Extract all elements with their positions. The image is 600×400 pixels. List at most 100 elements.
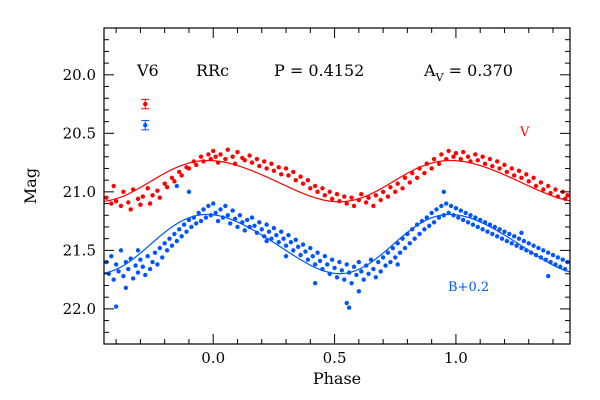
b-data-point — [312, 262, 318, 267]
b-data-point — [155, 262, 160, 267]
b-data-point — [373, 275, 379, 280]
v-data-point — [429, 166, 434, 171]
b-data-point — [118, 248, 124, 253]
b-data-point — [385, 250, 391, 255]
v-data-point — [475, 158, 480, 163]
v-data-point — [502, 162, 507, 168]
y-axis-title: Mag — [21, 168, 40, 204]
v-data-point — [147, 201, 153, 206]
b-data-point — [249, 215, 255, 220]
b-data-point — [545, 250, 551, 255]
b-data-point — [164, 248, 170, 253]
b-data-point — [288, 239, 294, 245]
v-data-point — [524, 172, 529, 177]
b-data-point — [356, 289, 362, 294]
v-data-point — [436, 161, 442, 166]
v-data-point — [329, 196, 335, 202]
v-data-point — [439, 152, 444, 157]
v-data-point — [482, 161, 488, 166]
b-data-point — [366, 271, 371, 276]
b-data-point — [388, 259, 393, 265]
b-data-point — [121, 273, 126, 279]
b-data-point — [376, 259, 381, 265]
b-data-point — [359, 269, 364, 274]
b-data-point — [162, 241, 167, 246]
v-data-point — [541, 187, 546, 192]
v-data-point — [242, 158, 247, 163]
b-data-point — [264, 238, 269, 244]
v-data-point — [516, 168, 522, 173]
b-data-point — [465, 220, 471, 225]
b-data-point — [349, 280, 354, 286]
b-data-point — [473, 215, 478, 220]
x-axis-title: Phase — [313, 369, 361, 388]
v-data-point — [293, 177, 298, 183]
b-data-point — [242, 228, 247, 233]
b-data-point — [497, 227, 502, 232]
b-data-point — [109, 254, 114, 259]
b-data-point — [196, 210, 201, 216]
v-data-point — [320, 186, 325, 191]
ticks-layer — [104, 28, 570, 344]
b-data-point — [439, 203, 444, 209]
b-data-point — [383, 263, 388, 268]
b-data-point — [252, 223, 257, 228]
v-data-point — [169, 175, 175, 181]
b-data-point — [286, 232, 291, 238]
amplitude-value: = 0.370 — [444, 61, 513, 80]
b-data-point — [271, 225, 277, 231]
v-data-point — [145, 186, 150, 191]
v-data-point — [150, 193, 155, 198]
v-data-point — [235, 149, 240, 155]
v-data-point — [315, 189, 320, 195]
b-data-point — [344, 262, 349, 267]
v-data-point — [451, 154, 456, 159]
b-data-point — [325, 262, 330, 267]
star-type-label: RRc — [196, 61, 229, 80]
b-error-bar-point — [143, 122, 148, 128]
b-data-point — [395, 262, 400, 267]
b-data-point — [259, 227, 264, 232]
b-data-point — [218, 207, 223, 212]
b-data-point — [211, 201, 216, 206]
b-data-point — [235, 224, 240, 230]
b-data-point — [334, 275, 340, 280]
b-data-point — [230, 208, 235, 213]
v-data-point — [344, 201, 349, 206]
v-band-label: V — [519, 125, 530, 140]
v-data-point — [385, 194, 391, 199]
v-data-point — [257, 163, 262, 169]
y-tick-label: 21.0 — [63, 183, 96, 201]
b-data-point — [461, 217, 466, 223]
b-data-point — [354, 272, 359, 278]
v-data-point — [431, 156, 437, 162]
v-data-point — [494, 159, 500, 164]
b-data-point — [174, 183, 180, 189]
v-data-point — [414, 175, 420, 181]
v-data-point — [218, 152, 223, 157]
b-data-point — [179, 234, 184, 239]
b-data-point — [266, 229, 272, 234]
v-data-point — [395, 181, 400, 186]
b-data-point — [448, 203, 454, 209]
v-data-point — [198, 154, 204, 159]
v-data-point — [446, 148, 451, 154]
v-data-point — [334, 191, 340, 197]
b-data-point — [436, 215, 442, 220]
b-data-point — [402, 245, 408, 251]
v-data-point — [349, 195, 354, 200]
v-data-point — [283, 166, 289, 171]
b-data-point — [494, 234, 500, 239]
v-data-point — [186, 166, 192, 171]
b-data-point — [427, 223, 432, 228]
b-data-point — [380, 255, 386, 260]
v-data-point — [504, 169, 510, 175]
b-data-point — [213, 210, 218, 216]
b-data-point — [145, 254, 150, 259]
b-data-point — [550, 252, 556, 258]
v-data-point — [111, 183, 116, 189]
v-data-point — [223, 156, 228, 162]
v-data-point — [487, 156, 493, 162]
b-data-point — [167, 236, 172, 241]
